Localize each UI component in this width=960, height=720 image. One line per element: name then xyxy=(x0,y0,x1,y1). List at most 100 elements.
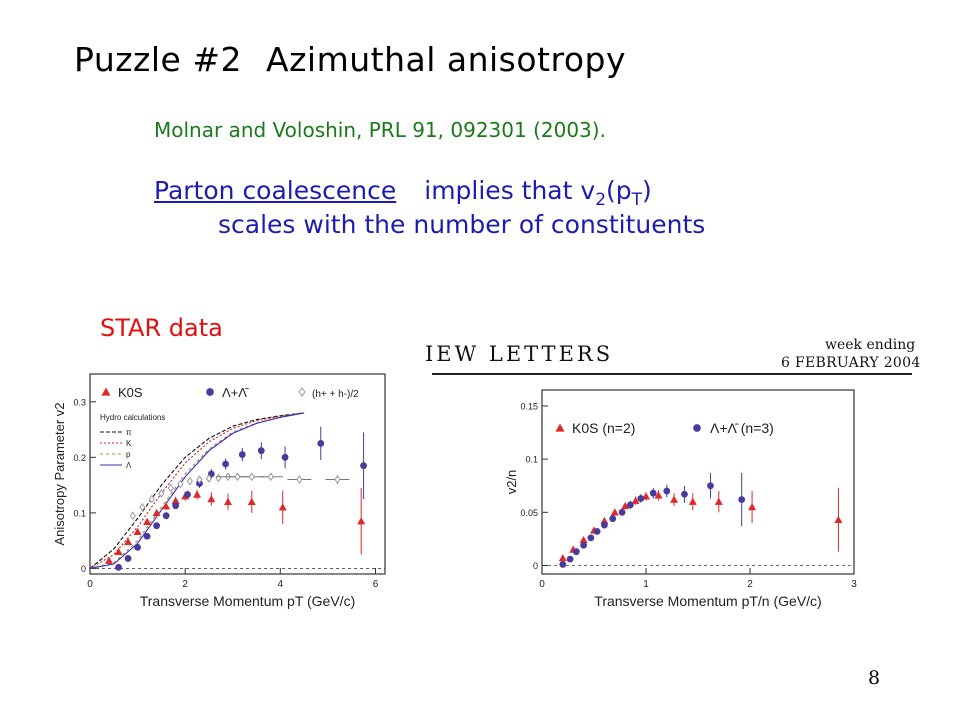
slide-title: Puzzle #2 Azimuthal anisotropy xyxy=(74,40,626,79)
data-point xyxy=(223,497,232,505)
journal-header-date: 6 FEBRUARY 2004 xyxy=(781,355,921,371)
series-diamond xyxy=(129,472,350,521)
y-tick-label: 0.3 xyxy=(73,397,86,407)
hydro-legend-label: Λ xyxy=(126,461,132,470)
x-tick-label: 0 xyxy=(539,579,545,590)
data-point xyxy=(133,527,142,535)
data-point xyxy=(222,460,230,468)
statement-text: implies that v xyxy=(424,176,596,205)
x-axis-label: Transverse Momentum pT (GeV/c) xyxy=(140,593,356,609)
hydro-legend-label: π xyxy=(126,428,132,437)
data-point xyxy=(247,497,256,505)
reference-citation: Molnar and Voloshin, PRL 91, 092301 (200… xyxy=(154,118,606,142)
x-tick-label: 2 xyxy=(182,579,188,590)
data-point xyxy=(654,491,663,499)
star-data-label: STAR data xyxy=(100,314,223,342)
subscript-T: T xyxy=(631,190,643,210)
data-point xyxy=(162,502,171,510)
data-point xyxy=(559,561,567,568)
data-point xyxy=(601,521,608,529)
x-tick-label: 6 xyxy=(373,579,379,590)
statement-paren: (p xyxy=(606,176,632,205)
legend-marker-kaon xyxy=(101,387,111,396)
legend-marker-kaon xyxy=(555,423,565,432)
data-point xyxy=(587,534,595,542)
data-point xyxy=(631,496,640,504)
series-circle xyxy=(115,426,367,571)
data-point xyxy=(143,517,152,525)
hydro-curve-0 xyxy=(89,412,305,569)
data-point xyxy=(124,555,132,562)
series-circle xyxy=(559,472,746,568)
hydro-legend-label: K xyxy=(126,439,132,448)
data-point xyxy=(610,508,619,516)
data-point xyxy=(593,528,601,535)
data-point xyxy=(205,474,213,483)
data-point xyxy=(167,483,174,493)
journal-header-rule xyxy=(432,373,912,375)
hydro-curve-1 xyxy=(89,412,305,569)
data-point xyxy=(572,548,580,556)
x-tick-label: 3 xyxy=(851,579,857,590)
v2n-scaled-chart: 0 1 2 3 0 0.05 0.1 0.15 Transverse Momentum pT/n… xyxy=(504,389,857,609)
data-point xyxy=(124,537,133,545)
hydro-curve-3 xyxy=(89,412,305,569)
legend-label-kaon: K0S xyxy=(118,385,143,400)
data-point xyxy=(134,543,141,551)
data-point xyxy=(317,440,325,447)
data-point xyxy=(248,472,255,482)
data-point xyxy=(566,555,574,563)
data-point xyxy=(334,475,341,484)
data-point xyxy=(558,554,567,562)
data-point xyxy=(129,511,136,521)
hydro-legend-title: Hydro calculations xyxy=(100,413,165,422)
data-point xyxy=(278,503,287,511)
data-point xyxy=(267,472,274,482)
data-point xyxy=(207,495,216,503)
journal-header-week: week ending xyxy=(825,337,916,353)
data-point xyxy=(296,475,303,484)
data-point xyxy=(238,451,246,458)
statement-paren-close: ) xyxy=(642,176,652,205)
data-point xyxy=(649,489,657,497)
data-point xyxy=(105,556,114,564)
data-point xyxy=(627,501,634,509)
x-tick-label: 1 xyxy=(643,579,649,590)
y-axis-label: Anisotropy Parameter v2 xyxy=(52,402,67,545)
legend-marker-hadron xyxy=(298,387,306,397)
data-point xyxy=(738,496,746,503)
data-point xyxy=(579,535,588,544)
data-point xyxy=(114,547,123,555)
legend-label-lambda: Λ+Λ̄ (n=3) xyxy=(710,420,774,436)
y-axis-label: v2/n xyxy=(504,470,519,495)
data-point xyxy=(193,490,202,498)
data-point xyxy=(600,516,609,525)
data-point xyxy=(670,495,679,503)
v2-vs-pt-chart: 0 2 4 6 0 0.1 0.2 0.3 Transverse Momentum pT (Ge… xyxy=(52,373,386,609)
data-point xyxy=(637,495,645,502)
y-tick-label: 0.05 xyxy=(520,508,538,518)
x-tick-label: 0 xyxy=(87,579,93,590)
legend-label-kaon: K0S (n=2) xyxy=(572,420,635,436)
data-point xyxy=(681,490,688,498)
x-tick-label: 4 xyxy=(278,579,284,590)
legend-marker-lambda xyxy=(206,388,214,396)
y-tick-label: 0.1 xyxy=(525,455,538,465)
statement-line-1: Parton coalescence implies that v2(pT) xyxy=(154,176,652,210)
legend-label-lambda: Λ+Λ̄ xyxy=(222,385,249,400)
page-number: 8 xyxy=(868,667,881,689)
data-point xyxy=(360,462,367,470)
data-point xyxy=(148,494,155,504)
data-point xyxy=(184,491,191,498)
data-point xyxy=(152,508,161,517)
y-tick-label: 0 xyxy=(81,564,86,574)
parton-coalescence-link[interactable]: Parton coalescence xyxy=(154,176,397,205)
data-point xyxy=(186,476,193,486)
data-point xyxy=(153,522,161,530)
data-point xyxy=(257,447,265,455)
y-tick-label: 0.2 xyxy=(73,453,86,463)
subscript-2: 2 xyxy=(595,190,607,210)
data-point xyxy=(714,497,723,505)
data-point xyxy=(196,475,203,484)
data-point xyxy=(172,502,180,510)
